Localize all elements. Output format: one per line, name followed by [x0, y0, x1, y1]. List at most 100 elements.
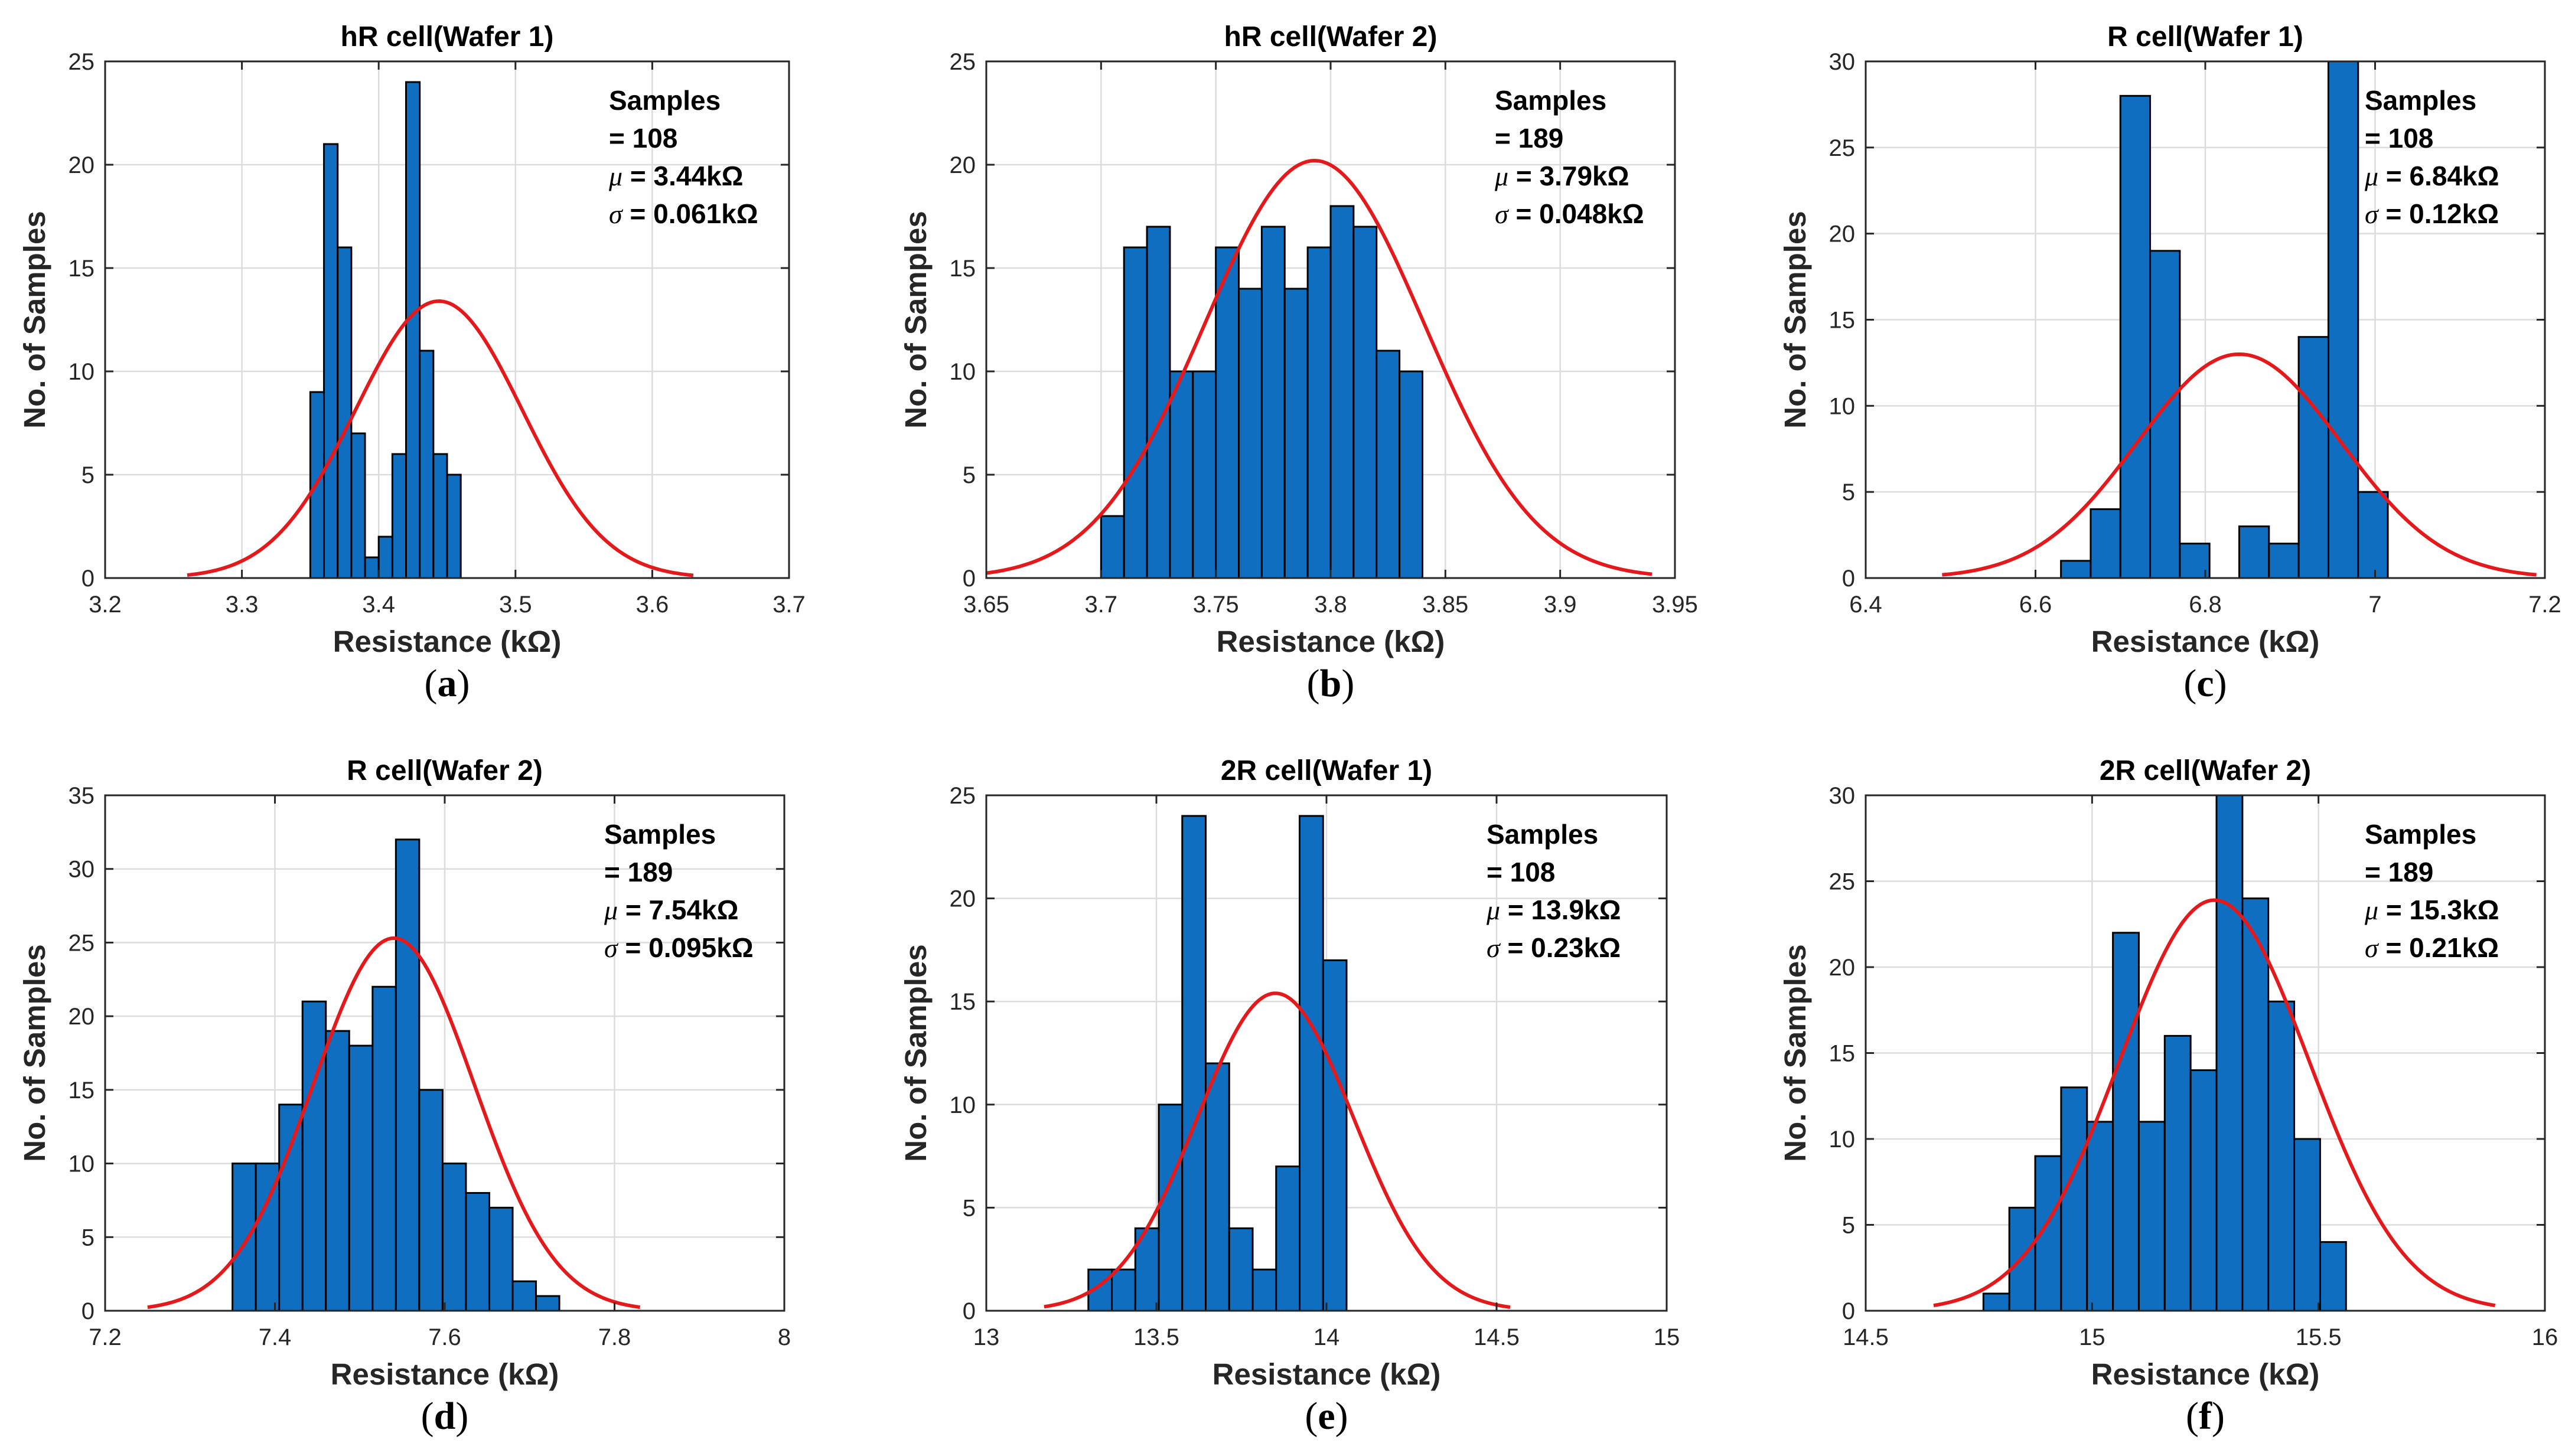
x-tick-label: 13.5: [1133, 1324, 1179, 1350]
sigma-symbol: σ: [1495, 199, 1510, 229]
histogram-bar: [1375, 350, 1401, 579]
histogram-bar: [405, 81, 421, 579]
mu-symbol: μ: [604, 895, 618, 925]
x-tick-label: 3.8: [1314, 592, 1347, 618]
x-tick-label: 3.7: [772, 592, 806, 618]
histogram-bar: [2189, 1069, 2218, 1312]
chart-title: 2R cell(Wafer 1): [1221, 755, 1432, 786]
histogram-bar: [2137, 1121, 2166, 1312]
samples-value: = 189: [2365, 857, 2433, 887]
histogram-bar: [1146, 226, 1171, 579]
y-axis-label: No. of Samples: [1778, 211, 1812, 428]
x-tick-label: 6.4: [1849, 592, 1882, 618]
sigma-symbol: σ: [604, 933, 619, 963]
mean-annotation: μ = 15.3kΩ: [2364, 895, 2499, 925]
y-tick-label: 30: [1829, 49, 1856, 75]
y-tick-label: 30: [1829, 783, 1856, 809]
histogram-bar: [1322, 959, 1348, 1312]
x-tick-label: 15: [2079, 1324, 2105, 1350]
histogram-bar: [1100, 515, 1125, 579]
histogram-bar: [2238, 525, 2270, 579]
sigma-symbol: σ: [1487, 933, 1501, 963]
y-tick-label: 15: [950, 989, 976, 1015]
y-tick-label: 35: [69, 783, 95, 809]
y-tick-label: 25: [950, 49, 976, 75]
histogram-bar: [2268, 543, 2300, 579]
y-axis-label: No. of Samples: [899, 211, 933, 428]
y-tick-label: 0: [1842, 566, 1855, 592]
x-tick-label: 14.5: [1474, 1324, 1520, 1350]
y-tick-label: 25: [69, 930, 95, 956]
histogram-bar: [325, 1030, 350, 1312]
histogram-bar: [419, 350, 435, 579]
histogram-bar: [535, 1295, 560, 1312]
histogram-bar: [1275, 1166, 1300, 1312]
mu-symbol: μ: [2364, 895, 2378, 925]
x-axis-label: Resistance (kΩ): [1212, 1357, 1441, 1391]
y-tick-label: 0: [963, 566, 976, 592]
histogram-bar: [1169, 370, 1194, 579]
y-tick-label: 5: [1842, 1213, 1855, 1239]
normal-fit-curve: [1942, 352, 2537, 577]
x-tick-label: 3.9: [1544, 592, 1577, 618]
mean-annotation: μ = 6.84kΩ: [2364, 161, 2499, 191]
histogram-bar: [364, 556, 380, 579]
x-tick-label: 14: [1313, 1324, 1340, 1350]
samples-label: Samples: [604, 819, 716, 850]
y-axis-label: No. of Samples: [1778, 944, 1812, 1161]
std-annotation: σ = 0.21kΩ: [2365, 932, 2499, 963]
y-tick-label: 10: [950, 359, 976, 385]
mean-annotation: μ = 13.9kΩ: [1486, 895, 1621, 925]
x-tick-label: 15.5: [2296, 1324, 2342, 1350]
samples-label: Samples: [1487, 819, 1598, 850]
histogram-bar: [1111, 1268, 1136, 1312]
std-annotation: σ = 0.095kΩ: [604, 932, 754, 963]
mu-symbol: μ: [608, 161, 622, 191]
sigma-symbol: σ: [609, 199, 624, 229]
x-tick-label: 3.95: [1652, 592, 1698, 618]
histogram-bar: [2163, 1034, 2192, 1312]
mu-symbol: μ: [2364, 161, 2378, 191]
histogram-bar: [2090, 508, 2121, 579]
histogram-bar: [350, 432, 366, 579]
std-value: = 0.23kΩ: [1500, 932, 1621, 963]
samples-label: Samples: [1495, 85, 1606, 116]
y-tick-label: 0: [82, 1298, 94, 1324]
histogram-bar: [377, 536, 393, 579]
std-value: = 0.12kΩ: [2378, 198, 2499, 229]
x-tick-label: 13: [973, 1324, 1000, 1350]
chart-title: hR cell(Wafer 2): [1224, 21, 1438, 53]
std-value: = 0.061kΩ: [622, 198, 758, 229]
histogram-bar: [2149, 250, 2181, 579]
chart-title: R cell(Wafer 1): [2107, 21, 2303, 53]
normal-fit-curve: [147, 936, 641, 1309]
y-tick-label: 5: [963, 462, 976, 488]
y-tick-label: 20: [69, 152, 95, 178]
histogram-bar: [1260, 226, 1286, 579]
std-annotation: σ = 0.12kΩ: [2365, 198, 2499, 229]
y-tick-label: 5: [1842, 479, 1855, 505]
chart-title: R cell(Wafer 2): [347, 755, 543, 786]
y-tick-label: 20: [1829, 221, 1856, 247]
x-tick-label: 8: [778, 1324, 791, 1350]
histogram-bar: [446, 474, 462, 579]
x-axis-label: Resistance (kΩ): [333, 625, 562, 658]
panel-caption: (f): [2186, 1395, 2225, 1438]
y-tick-label: 15: [69, 256, 95, 282]
y-tick-label: 5: [82, 1225, 94, 1251]
chart-title: 2R cell(Wafer 2): [2100, 755, 2311, 786]
y-tick-label: 20: [69, 1004, 95, 1030]
histogram-bar: [1228, 1227, 1254, 1312]
histogram-bar: [1205, 1062, 1230, 1312]
histogram-bar: [465, 1191, 490, 1312]
panel-letter: d: [434, 1395, 456, 1438]
histogram-bar: [1306, 246, 1332, 579]
x-tick-label: 3.85: [1422, 592, 1468, 618]
y-tick-label: 10: [69, 1151, 95, 1177]
y-tick-label: 20: [950, 152, 976, 178]
panel-caption: (a): [425, 662, 470, 705]
y-tick-label: 15: [950, 256, 976, 282]
histogram-bar: [511, 1280, 537, 1312]
y-tick-label: 20: [950, 886, 976, 912]
